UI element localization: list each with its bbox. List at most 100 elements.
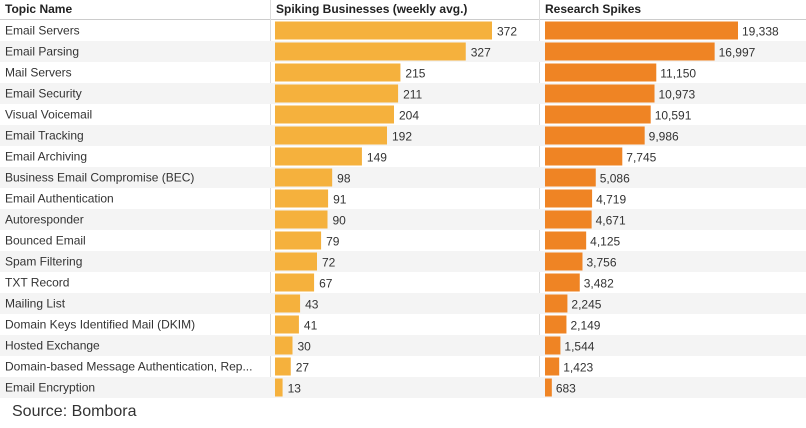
spiking-value-label: 67 bbox=[319, 277, 333, 291]
research-bar bbox=[545, 63, 657, 82]
research-value-label: 1,423 bbox=[563, 361, 593, 375]
research-value-label: 4,671 bbox=[596, 214, 626, 228]
research-bar bbox=[545, 294, 568, 313]
table-row: Bounced Email 79 4,125 bbox=[5, 231, 621, 250]
spiking-value-label: 72 bbox=[322, 256, 336, 270]
research-value-label: 19,338 bbox=[742, 25, 779, 39]
spiking-bar bbox=[275, 231, 322, 250]
topic-label: Mailing List bbox=[5, 297, 66, 311]
topic-label: Email Archiving bbox=[5, 150, 87, 164]
topic-label: Email Authentication bbox=[5, 192, 114, 206]
spiking-value-label: 91 bbox=[333, 193, 347, 207]
table-row: Hosted Exchange 30 1,544 bbox=[0, 335, 806, 356]
topic-label: TXT Record bbox=[5, 276, 69, 290]
table-row: Spam Filtering 72 3,756 bbox=[0, 251, 806, 272]
spiking-bar bbox=[275, 21, 492, 40]
spiking-bar bbox=[275, 147, 362, 166]
spiking-value-label: 327 bbox=[471, 46, 491, 60]
table-row: Domain-based Message Authentication, Rep… bbox=[5, 357, 594, 376]
spiking-value-label: 192 bbox=[392, 130, 412, 144]
spiking-bar bbox=[275, 294, 301, 313]
research-value-label: 1,544 bbox=[564, 340, 594, 354]
spiking-bar bbox=[275, 84, 399, 103]
spiking-value-label: 372 bbox=[497, 25, 517, 39]
spiking-bar bbox=[275, 42, 466, 61]
spiking-bar bbox=[275, 273, 315, 292]
research-value-label: 3,482 bbox=[584, 277, 614, 291]
table-row: Email Servers 372 19,338 bbox=[5, 21, 779, 40]
table-row: Visual Voicemail 204 10,591 bbox=[5, 105, 692, 124]
spiking-bar bbox=[275, 168, 333, 187]
row-background bbox=[0, 377, 806, 398]
research-bar bbox=[545, 336, 561, 355]
table-row: Business Email Compromise (BEC) 98 5,086 bbox=[0, 167, 806, 188]
topic-label: Email Encryption bbox=[5, 381, 95, 395]
research-bar bbox=[545, 168, 596, 187]
research-value-label: 7,745 bbox=[626, 151, 656, 165]
spiking-bar bbox=[275, 189, 329, 208]
spiking-bar bbox=[275, 63, 401, 82]
research-value-label: 9,986 bbox=[649, 130, 679, 144]
research-value-label: 10,973 bbox=[659, 88, 696, 102]
table-row: Email Archiving 149 7,745 bbox=[5, 147, 657, 166]
spiking-value-label: 13 bbox=[288, 382, 302, 396]
research-bar bbox=[545, 378, 552, 397]
spiking-bar bbox=[275, 357, 291, 376]
topic-label: Business Email Compromise (BEC) bbox=[5, 171, 194, 185]
research-value-label: 5,086 bbox=[600, 172, 630, 186]
bar-table-chart: Topic Name Spiking Businesses (weekly av… bbox=[0, 0, 806, 398]
table-row: TXT Record 67 3,482 bbox=[5, 273, 614, 292]
row-background bbox=[0, 251, 806, 272]
table-body: Email Servers 372 19,338 Email Parsing 327 16… bbox=[0, 21, 806, 398]
table-row: Email Parsing 327 16,997 bbox=[0, 41, 806, 62]
spiking-value-label: 90 bbox=[333, 214, 347, 228]
research-bar bbox=[545, 252, 583, 271]
topic-label: Hosted Exchange bbox=[5, 339, 100, 353]
table-row: Mail Servers 215 11,150 bbox=[5, 63, 696, 82]
header-research-spikes: Research Spikes bbox=[545, 2, 641, 16]
research-bar bbox=[545, 315, 567, 334]
research-bar bbox=[545, 147, 623, 166]
research-bar bbox=[545, 189, 593, 208]
spiking-bar bbox=[275, 210, 328, 229]
row-background bbox=[0, 293, 806, 314]
spiking-bar bbox=[275, 336, 293, 355]
topic-label: Spam Filtering bbox=[5, 255, 82, 269]
topic-label: Domain Keys Identified Mail (DKIM) bbox=[5, 318, 195, 332]
table-row: Email Encryption 13 683 bbox=[0, 377, 806, 398]
row-background bbox=[0, 335, 806, 356]
topic-label: Domain-based Message Authentication, Rep… bbox=[5, 360, 252, 374]
row-background bbox=[0, 167, 806, 188]
spiking-value-label: 211 bbox=[403, 88, 422, 102]
research-value-label: 2,245 bbox=[571, 298, 601, 312]
topic-label: Email Servers bbox=[5, 24, 80, 38]
row-background bbox=[0, 209, 806, 230]
spiking-value-label: 79 bbox=[326, 235, 340, 249]
research-value-label: 2,149 bbox=[570, 319, 600, 333]
header-spiking-businesses: Spiking Businesses (weekly avg.) bbox=[276, 2, 467, 16]
research-value-label: 3,756 bbox=[586, 256, 616, 270]
topic-label: Autoresponder bbox=[5, 213, 84, 227]
research-value-label: 4,719 bbox=[596, 193, 626, 207]
table-row: Email Tracking 192 9,986 bbox=[0, 125, 806, 146]
research-value-label: 11,150 bbox=[660, 67, 696, 81]
header-topic-name: Topic Name bbox=[5, 2, 72, 16]
spiking-bar bbox=[275, 252, 317, 271]
topic-label: Bounced Email bbox=[5, 234, 86, 248]
research-bar bbox=[545, 357, 560, 376]
spiking-value-label: 30 bbox=[298, 340, 312, 354]
spiking-value-label: 149 bbox=[367, 151, 387, 165]
spiking-value-label: 43 bbox=[305, 298, 319, 312]
research-value-label: 4,125 bbox=[590, 235, 620, 249]
spiking-bar bbox=[275, 378, 283, 397]
topic-label: Email Tracking bbox=[5, 129, 84, 143]
spiking-bar bbox=[275, 315, 299, 334]
research-bar bbox=[545, 126, 645, 145]
spiking-value-label: 41 bbox=[304, 319, 318, 333]
spiking-value-label: 98 bbox=[337, 172, 351, 186]
table-row: Autoresponder 90 4,671 bbox=[0, 209, 806, 230]
research-bar bbox=[545, 84, 655, 103]
header-row bbox=[0, 0, 806, 19]
spiking-value-label: 27 bbox=[296, 361, 310, 375]
spiking-value-label: 215 bbox=[405, 67, 425, 81]
